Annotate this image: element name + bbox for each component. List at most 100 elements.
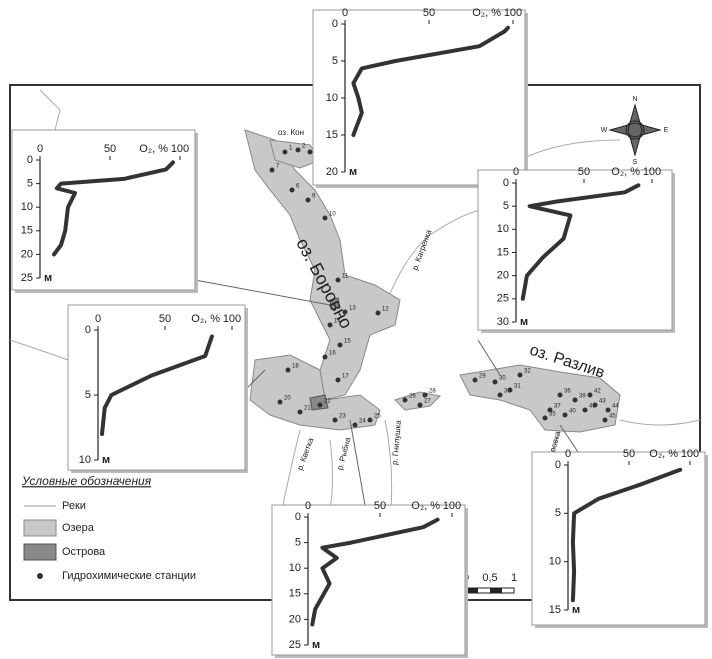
- y-tick-label: 15: [497, 246, 509, 258]
- x-tick-label: 0: [95, 313, 101, 325]
- y-tick-label: 15: [21, 225, 33, 237]
- station-label: 42: [594, 389, 601, 395]
- y-tick-label: 20: [289, 613, 301, 625]
- station-label: 29: [479, 374, 486, 380]
- x-axis-label: O₂, %: [649, 448, 678, 460]
- station-label: 2: [302, 144, 306, 150]
- y-axis-label: м: [572, 604, 580, 616]
- y-tick-label: 20: [497, 270, 509, 282]
- station: [517, 372, 523, 378]
- scale-label: 1: [511, 572, 517, 584]
- station: [587, 392, 593, 398]
- station: [422, 392, 428, 398]
- station: [375, 310, 381, 316]
- station-label: 11: [342, 274, 349, 280]
- y-tick-label: 0: [85, 324, 91, 336]
- x-axis-label: O₂, %: [472, 7, 501, 19]
- x-tick-label: 100: [443, 500, 461, 512]
- station: [417, 402, 423, 408]
- y-axis-label: м: [349, 166, 357, 178]
- y-tick-label: 5: [85, 389, 91, 401]
- y-tick-label: 0: [555, 459, 561, 471]
- station-label: 28: [429, 389, 436, 395]
- stations: 1236791011121314151617182021222324252627…: [269, 144, 619, 428]
- station: [605, 407, 611, 413]
- oxygen-profile: [52, 160, 175, 257]
- station-label: 7: [276, 164, 280, 170]
- oxygen-profile: [310, 517, 440, 627]
- station-label: 33: [504, 389, 511, 395]
- station: [572, 397, 578, 403]
- station: [317, 402, 323, 408]
- inset-frame: [271, 504, 466, 656]
- inset-frame: [477, 169, 673, 331]
- station: [472, 377, 478, 383]
- y-tick-label: 0: [503, 177, 509, 189]
- station: [367, 417, 373, 423]
- station: [305, 197, 311, 203]
- compass-label: N: [632, 96, 637, 103]
- scale-label: 0,5: [482, 572, 497, 584]
- islands: [309, 297, 341, 411]
- leader-lines: [194, 279, 581, 506]
- station-label: 10: [329, 212, 336, 218]
- x-tick-label: 100: [643, 166, 661, 178]
- station: [322, 215, 328, 221]
- station: [282, 149, 288, 155]
- compass-label: W: [601, 127, 608, 134]
- x-tick-label: 0: [513, 166, 519, 178]
- station-label: 31: [514, 384, 521, 390]
- station-label: 35: [549, 412, 556, 418]
- station: [269, 167, 275, 173]
- x-axis-label: O₂, %: [411, 500, 440, 512]
- lakes: [244, 129, 621, 433]
- x-tick-label: 50: [423, 7, 435, 19]
- inset-frame: [531, 451, 706, 626]
- x-tick-label: 50: [623, 448, 635, 460]
- station-label: 44: [612, 404, 619, 410]
- legend-label: Гидрохимические станции: [62, 570, 196, 582]
- y-tick-label: 10: [497, 223, 509, 235]
- x-tick-label: 50: [374, 500, 386, 512]
- y-tick-label: 5: [555, 507, 561, 519]
- station: [307, 149, 313, 155]
- station: [332, 417, 338, 423]
- y-axis-label: м: [312, 639, 320, 651]
- station-label: 12: [382, 307, 389, 313]
- station: [542, 415, 548, 421]
- station-label: 20: [284, 396, 291, 402]
- y-axis-label: м: [44, 272, 52, 284]
- y-axis-label: м: [102, 454, 110, 466]
- station-label: 14: [334, 319, 341, 325]
- station-label: 41: [589, 404, 596, 410]
- station-label: 21: [304, 406, 311, 412]
- y-tick-label: 30: [497, 316, 509, 328]
- y-tick-label: 10: [289, 562, 301, 574]
- y-tick-label: 10: [326, 92, 338, 104]
- x-tick-label: 100: [223, 313, 241, 325]
- y-tick-label: 5: [332, 55, 338, 67]
- station-label: 24: [359, 419, 366, 425]
- y-tick-label: 20: [21, 248, 33, 260]
- station-label: 43: [599, 399, 606, 405]
- station-label: 16: [329, 351, 336, 357]
- station-label: 36: [564, 389, 571, 395]
- x-tick-label: 0: [37, 143, 43, 155]
- y-axis-label: м: [520, 316, 528, 328]
- station-label: 26: [409, 394, 416, 400]
- station-label: 9: [312, 194, 316, 200]
- station: [547, 407, 553, 413]
- x-tick-label: 100: [681, 448, 699, 460]
- compass-label: S: [633, 159, 638, 166]
- station-label: 39: [579, 394, 586, 400]
- station-label: 37: [554, 404, 561, 410]
- oxygen-profile: [570, 467, 683, 603]
- oxygen-profile: [351, 25, 510, 137]
- station: [402, 397, 408, 403]
- x-tick-label: 50: [104, 143, 116, 155]
